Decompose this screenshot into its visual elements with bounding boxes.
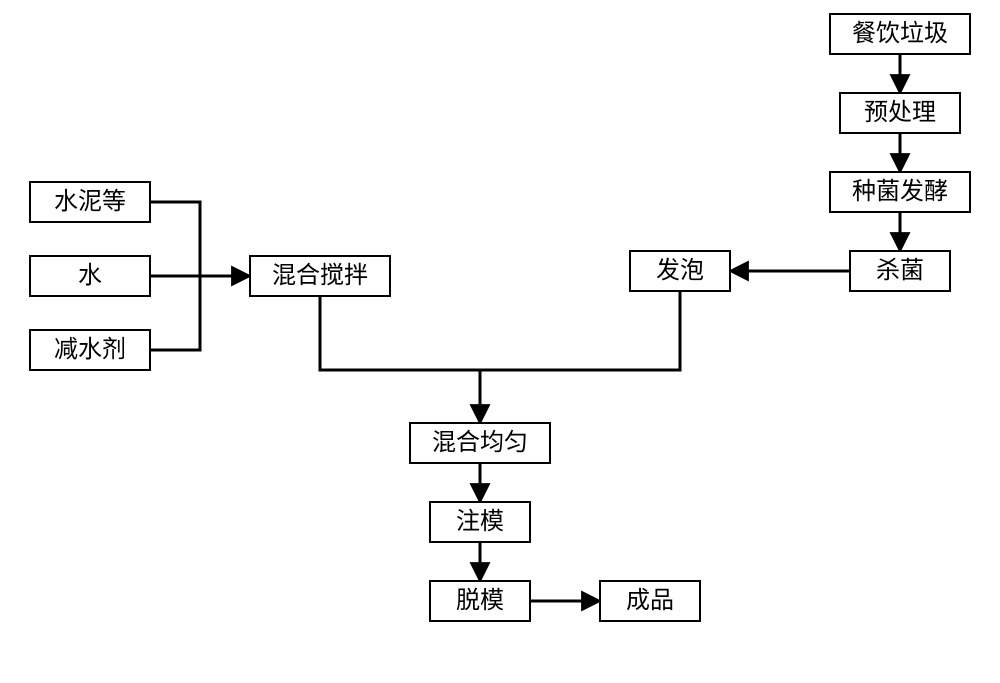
node-label-food_waste: 餐饮垃圾	[852, 20, 948, 47]
node-reducer: 减水剂	[30, 330, 150, 370]
node-label-cement: 水泥等	[54, 188, 126, 215]
node-label-mix_stir: 混合搅拌	[272, 262, 368, 289]
node-label-sterilize: 杀菌	[876, 257, 924, 284]
node-mix_even: 混合均匀	[410, 423, 550, 463]
edge-foaming-to-mix_even	[480, 291, 680, 423]
node-label-reducer: 减水剂	[54, 336, 126, 363]
node-label-mix_even: 混合均匀	[432, 429, 528, 456]
node-sterilize: 杀菌	[850, 251, 950, 291]
node-water: 水	[30, 256, 150, 296]
node-inject_mold: 注模	[430, 502, 530, 542]
node-label-demold: 脱模	[456, 587, 504, 614]
node-product: 成品	[600, 581, 700, 621]
node-label-product: 成品	[626, 587, 674, 614]
edge-cement-to-mix_stir	[150, 202, 250, 276]
node-label-water: 水	[78, 262, 102, 289]
node-pretreatment: 预处理	[840, 93, 960, 133]
edge-reducer-to-mix_stir	[150, 276, 250, 350]
node-demold: 脱模	[430, 581, 530, 621]
node-foaming: 发泡	[630, 251, 730, 291]
node-food_waste: 餐饮垃圾	[830, 14, 970, 54]
node-fermentation: 种菌发酵	[830, 172, 970, 212]
node-label-fermentation: 种菌发酵	[852, 178, 948, 205]
node-mix_stir: 混合搅拌	[250, 256, 390, 296]
node-cement: 水泥等	[30, 182, 150, 222]
node-label-foaming: 发泡	[656, 257, 704, 284]
node-label-inject_mold: 注模	[456, 508, 504, 535]
edge-mix_stir-to-mix_even	[320, 296, 480, 423]
node-label-pretreatment: 预处理	[864, 99, 936, 126]
